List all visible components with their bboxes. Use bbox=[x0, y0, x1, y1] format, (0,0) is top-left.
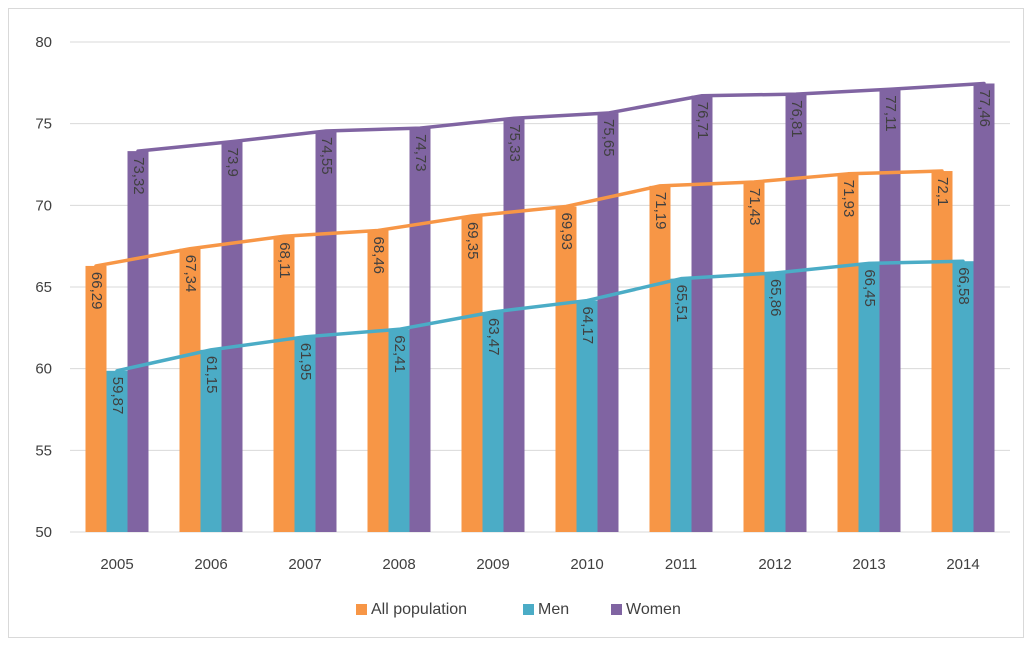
data-label: 65,86 bbox=[767, 279, 784, 317]
bar-women bbox=[221, 141, 243, 532]
data-label: 61,15 bbox=[203, 356, 220, 394]
data-label: 67,34 bbox=[182, 255, 199, 293]
data-label: 71,19 bbox=[652, 192, 669, 230]
y-tick-label: 80 bbox=[35, 34, 52, 51]
bar-all-population bbox=[179, 248, 201, 532]
data-label: 73,32 bbox=[130, 157, 147, 195]
data-label: 75,65 bbox=[600, 119, 617, 157]
data-label: 75,33 bbox=[506, 124, 523, 162]
data-label: 68,46 bbox=[370, 236, 387, 274]
bar-men bbox=[294, 336, 316, 532]
bar-men bbox=[482, 311, 504, 532]
data-label: 74,73 bbox=[412, 134, 429, 172]
bar-women bbox=[879, 89, 901, 532]
bar-men bbox=[576, 300, 598, 532]
bar-all-population bbox=[743, 181, 765, 532]
bar-men bbox=[952, 261, 974, 532]
data-label: 77,11 bbox=[882, 95, 899, 131]
y-tick-label: 65 bbox=[35, 279, 52, 296]
data-label: 68,11 bbox=[276, 242, 293, 278]
legend-label: Men bbox=[538, 601, 569, 618]
x-tick-label: 2014 bbox=[946, 556, 979, 573]
y-tick-label: 55 bbox=[35, 442, 52, 459]
bar-women bbox=[315, 131, 337, 532]
data-label: 62,41 bbox=[391, 335, 408, 373]
y-tick-label: 50 bbox=[35, 524, 52, 541]
x-tick-label: 2007 bbox=[288, 556, 321, 573]
legend-swatch bbox=[523, 604, 534, 615]
y-tick-label: 60 bbox=[35, 361, 52, 378]
data-label: 77,46 bbox=[976, 89, 993, 127]
bar-women bbox=[691, 95, 713, 532]
legend-label: Women bbox=[626, 601, 681, 618]
legend-swatch bbox=[356, 604, 367, 615]
data-label: 65,51 bbox=[673, 285, 690, 323]
bar-all-population bbox=[837, 173, 859, 532]
bar-all-population bbox=[555, 206, 577, 532]
data-label: 59,87 bbox=[109, 377, 126, 415]
bar-men bbox=[764, 272, 786, 532]
data-label: 76,71 bbox=[694, 102, 711, 140]
data-label: 66,58 bbox=[955, 267, 972, 305]
data-label: 66,45 bbox=[861, 269, 878, 307]
bar-men bbox=[388, 329, 410, 532]
legend-swatch bbox=[611, 604, 622, 615]
data-label: 74,55 bbox=[318, 137, 335, 175]
data-label: 71,43 bbox=[746, 188, 763, 226]
bar-all-population bbox=[649, 185, 671, 532]
bar-all-population bbox=[85, 265, 107, 532]
data-label: 72,1 bbox=[934, 177, 951, 206]
y-tick-label: 70 bbox=[35, 197, 52, 214]
x-tick-label: 2009 bbox=[476, 556, 509, 573]
bar-all-population bbox=[931, 171, 953, 533]
bar-men bbox=[200, 349, 222, 532]
data-label: 69,35 bbox=[464, 222, 481, 260]
x-tick-label: 2006 bbox=[194, 556, 227, 573]
bar-all-population bbox=[461, 215, 483, 532]
bar-women bbox=[785, 94, 807, 532]
x-tick-label: 2008 bbox=[382, 556, 415, 573]
x-tick-label: 2013 bbox=[852, 556, 885, 573]
line-all-population bbox=[94, 169, 944, 268]
data-label: 66,29 bbox=[88, 272, 105, 310]
bar-men bbox=[858, 263, 880, 532]
bar-women bbox=[127, 151, 149, 532]
data-label: 64,17 bbox=[579, 307, 596, 345]
x-tick-label: 2011 bbox=[665, 556, 697, 573]
legend-label: All population bbox=[371, 601, 467, 618]
y-tick-label: 75 bbox=[35, 116, 52, 133]
bar-women bbox=[503, 118, 525, 532]
line-women bbox=[136, 81, 986, 153]
line-men bbox=[115, 259, 965, 373]
bar-women bbox=[409, 128, 431, 532]
x-tick-label: 2012 bbox=[758, 556, 791, 573]
bar-men bbox=[106, 370, 128, 532]
x-tick-label: 2010 bbox=[570, 556, 603, 573]
data-label: 71,93 bbox=[840, 180, 857, 218]
bar-all-population bbox=[273, 236, 295, 532]
bar-men bbox=[670, 278, 692, 532]
bar-women bbox=[597, 113, 619, 533]
data-label: 73,9 bbox=[224, 148, 241, 177]
data-label: 76,81 bbox=[788, 100, 805, 138]
bar-women bbox=[973, 83, 995, 532]
bar-all-population bbox=[367, 230, 389, 532]
data-label: 69,93 bbox=[558, 212, 575, 250]
data-label: 61,95 bbox=[297, 343, 314, 381]
data-label: 63,47 bbox=[485, 318, 502, 356]
x-tick-label: 2005 bbox=[100, 556, 133, 573]
